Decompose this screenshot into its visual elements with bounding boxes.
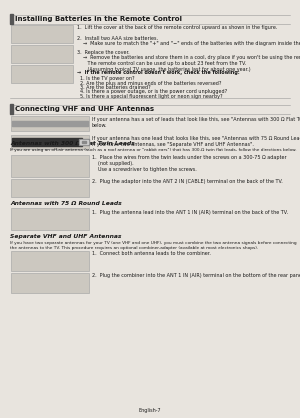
Bar: [12, 121, 88, 126]
Bar: [80, 140, 88, 144]
Bar: [11, 273, 89, 293]
Text: 5. Is there a special fluorescent light or neon sign nearby?: 5. Is there a special fluorescent light …: [80, 94, 223, 99]
Bar: [11, 251, 89, 271]
Bar: [12, 121, 88, 123]
Text: →  Remove the batteries and store them in a cool, dry place if you won't be usin: → Remove the batteries and store them in…: [77, 55, 300, 72]
Text: Separate VHF and UHF Antennas: Separate VHF and UHF Antennas: [10, 234, 122, 239]
Text: Connecting VHF and UHF Antennas: Connecting VHF and UHF Antennas: [15, 105, 154, 112]
Bar: [11, 65, 73, 83]
Text: 2.  Plug the combiner into the ANT 1 IN (AIR) terminal on the bottom of the rear: 2. Plug the combiner into the ANT 1 IN (…: [92, 273, 300, 278]
Text: Antennas with 300 Ω Flat Twin Leads: Antennas with 300 Ω Flat Twin Leads: [10, 141, 135, 146]
Text: If your antenna has one lead that looks like this, see "Antennas with 75 Ω Round: If your antenna has one lead that looks …: [92, 136, 300, 147]
Text: 3. Are the batteries drained?: 3. Are the batteries drained?: [80, 85, 151, 90]
Text: 1.  Lift the cover at the back of the remote control upward as shown in the figu: 1. Lift the cover at the back of the rem…: [77, 25, 278, 30]
Text: 1. Is the TV power on?: 1. Is the TV power on?: [80, 76, 135, 81]
Text: If you have two separate antennas for your TV (one VHF and one UHF), you must co: If you have two separate antennas for yo…: [10, 241, 297, 250]
Bar: [12, 124, 88, 126]
Text: If your antenna has a set of leads that look like this, see "Antennas with 300 Ω: If your antenna has a set of leads that …: [92, 117, 300, 128]
Bar: [11, 179, 89, 197]
Bar: [10, 14, 13, 24]
Text: 1.  Plug the antenna lead into the ANT 1 IN (AIR) terminal on the back of the TV: 1. Plug the antenna lead into the ANT 1 …: [92, 210, 288, 215]
Text: 2.  Plug the adaptor into the ANT 2 IN (CABLE) terminal on the back of the TV.: 2. Plug the adaptor into the ANT 2 IN (C…: [92, 179, 283, 184]
Bar: [79, 139, 89, 145]
Text: 4. Is there a power outage, or is the power cord unplugged?: 4. Is there a power outage, or is the po…: [80, 89, 227, 94]
Bar: [12, 138, 82, 146]
Text: 3.  Replace the cover.: 3. Replace the cover.: [77, 50, 130, 55]
Text: →  If the remote control doesn't work, check the following:: → If the remote control doesn't work, ch…: [77, 70, 240, 75]
Text: Installing Batteries in the Remote Control: Installing Batteries in the Remote Contr…: [15, 15, 182, 21]
Bar: [11, 135, 89, 149]
Bar: [11, 116, 89, 131]
Text: →  Make sure to match the "+" and "−" ends of the batteries with the diagram ins: → Make sure to match the "+" and "−" end…: [77, 41, 300, 46]
Text: 1.  Place the wires from the twin leads under the screws on a 300-75 Ω adapter
 : 1. Place the wires from the twin leads u…: [92, 155, 286, 172]
Text: 1.  Connect both antenna leads to the combiner.: 1. Connect both antenna leads to the com…: [92, 251, 211, 256]
Bar: [11, 155, 89, 177]
Bar: [11, 208, 89, 230]
Text: English-7: English-7: [139, 408, 161, 413]
Text: 2. Are the plus and minus ends of the batteries reversed?: 2. Are the plus and minus ends of the ba…: [80, 81, 221, 86]
Bar: [11, 45, 73, 63]
Bar: [11, 25, 73, 43]
Text: Antennas with 75 Ω Round Leads: Antennas with 75 Ω Round Leads: [10, 201, 122, 206]
Bar: [10, 104, 13, 114]
Bar: [82, 141, 86, 143]
Text: 2.  Install two AAA size batteries.: 2. Install two AAA size batteries.: [77, 36, 158, 41]
Text: If you are using an off-air antenna (such as a roof antenna or "rabbit ears") th: If you are using an off-air antenna (suc…: [10, 148, 297, 152]
